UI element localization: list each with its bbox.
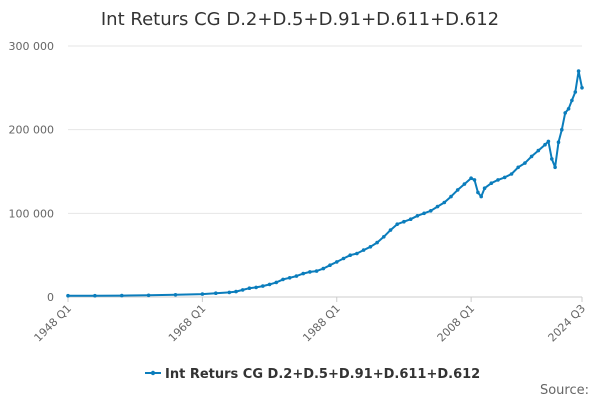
data-point[interactable] [462, 182, 467, 186]
data-point[interactable] [435, 204, 440, 209]
data-point[interactable] [375, 240, 379, 245]
data-point[interactable] [509, 172, 514, 176]
data-point[interactable] [328, 263, 332, 268]
data-point[interactable] [479, 194, 484, 199]
data-point[interactable] [529, 154, 534, 159]
data-point[interactable] [560, 127, 564, 132]
legend-label: Int Returs CG D.2+D.5+D.91+D.611+D.612 [165, 367, 480, 382]
data-point[interactable] [429, 209, 433, 213]
x-tick-label: 1948 Q1 [32, 302, 75, 345]
x-tick-label: 1988 Q1 [300, 302, 343, 345]
data-point[interactable] [395, 222, 400, 226]
y-tick-label: 200 000 [9, 124, 55, 137]
data-point[interactable] [496, 178, 500, 182]
data-point[interactable] [294, 274, 299, 278]
data-point[interactable] [415, 214, 420, 218]
data-point[interactable] [348, 253, 353, 257]
data-point[interactable] [546, 139, 551, 144]
data-point[interactable] [408, 217, 413, 221]
legend[interactable]: Int Returs CG D.2+D.5+D.91+D.611+D.612 [145, 367, 480, 382]
source-label: Source: [540, 383, 589, 398]
data-point[interactable] [543, 142, 547, 147]
data-point[interactable] [341, 256, 346, 261]
data-point[interactable] [66, 293, 70, 298]
data-point[interactable] [361, 248, 366, 252]
data-point[interactable] [173, 293, 178, 297]
data-point[interactable] [200, 292, 205, 296]
data-point[interactable] [227, 290, 232, 295]
data-point[interactable] [120, 293, 124, 298]
data-point[interactable] [368, 245, 373, 249]
data-point[interactable] [580, 86, 584, 90]
data-point[interactable] [335, 260, 339, 264]
data-point[interactable] [449, 194, 453, 199]
data-point[interactable] [314, 269, 319, 273]
data-point[interactable] [321, 266, 326, 271]
legend-swatch-marker [150, 370, 156, 376]
data-point[interactable] [570, 98, 574, 103]
chart-title: Int Returs CG D.2+D.5+D.91+D.611+D.612 [101, 9, 499, 30]
data-point[interactable] [573, 90, 578, 94]
data-point[interactable] [455, 188, 460, 192]
y-axis-tick-labels: 0 100 000 200 000 300 000 [9, 40, 55, 304]
data-point[interactable] [550, 157, 554, 161]
data-point[interactable] [576, 69, 581, 73]
data-point[interactable] [442, 200, 447, 205]
data-point[interactable] [254, 285, 258, 290]
x-tick-label: 2024 Q3 [546, 302, 589, 345]
series-layer [66, 69, 584, 298]
data-point[interactable] [240, 288, 245, 292]
gridlines [68, 45, 582, 298]
data-point[interactable] [281, 277, 285, 282]
data-point[interactable] [261, 284, 265, 288]
y-tick-label: 0 [47, 291, 54, 304]
x-axis-tick-labels: 1948 Q1 1968 Q1 1988 Q1 2008 Q1 2024 Q3 [32, 297, 589, 345]
data-point[interactable] [536, 148, 541, 153]
data-point[interactable] [472, 178, 477, 182]
data-point[interactable] [482, 186, 487, 190]
data-point[interactable] [388, 228, 393, 232]
data-point[interactable] [274, 280, 279, 285]
data-point[interactable] [476, 190, 480, 195]
data-point[interactable] [287, 276, 292, 280]
x-tick-label: 1968 Q1 [166, 302, 209, 345]
data-point[interactable] [382, 235, 386, 239]
data-point[interactable] [502, 175, 507, 180]
data-point[interactable] [402, 219, 406, 224]
data-point[interactable] [247, 286, 252, 291]
data-point[interactable] [214, 291, 218, 296]
data-point[interactable] [553, 165, 557, 170]
data-point[interactable] [469, 176, 473, 180]
x-tick-label: 2008 Q1 [435, 302, 478, 345]
data-point[interactable] [489, 181, 494, 185]
y-tick-label: 300 000 [9, 40, 55, 53]
y-tick-label: 100 000 [9, 207, 55, 220]
data-point[interactable] [566, 107, 571, 111]
data-point[interactable] [422, 211, 426, 216]
data-point[interactable] [355, 251, 359, 256]
data-point[interactable] [523, 161, 527, 165]
data-point[interactable] [93, 293, 97, 298]
data-point[interactable] [234, 289, 238, 294]
data-point[interactable] [146, 293, 151, 298]
data-point[interactable] [516, 165, 520, 170]
data-point[interactable] [301, 271, 306, 276]
data-point[interactable] [308, 270, 312, 274]
data-point[interactable] [563, 111, 567, 115]
data-point[interactable] [267, 282, 272, 287]
data-point[interactable] [556, 140, 561, 144]
series-line-0 [68, 70, 583, 297]
